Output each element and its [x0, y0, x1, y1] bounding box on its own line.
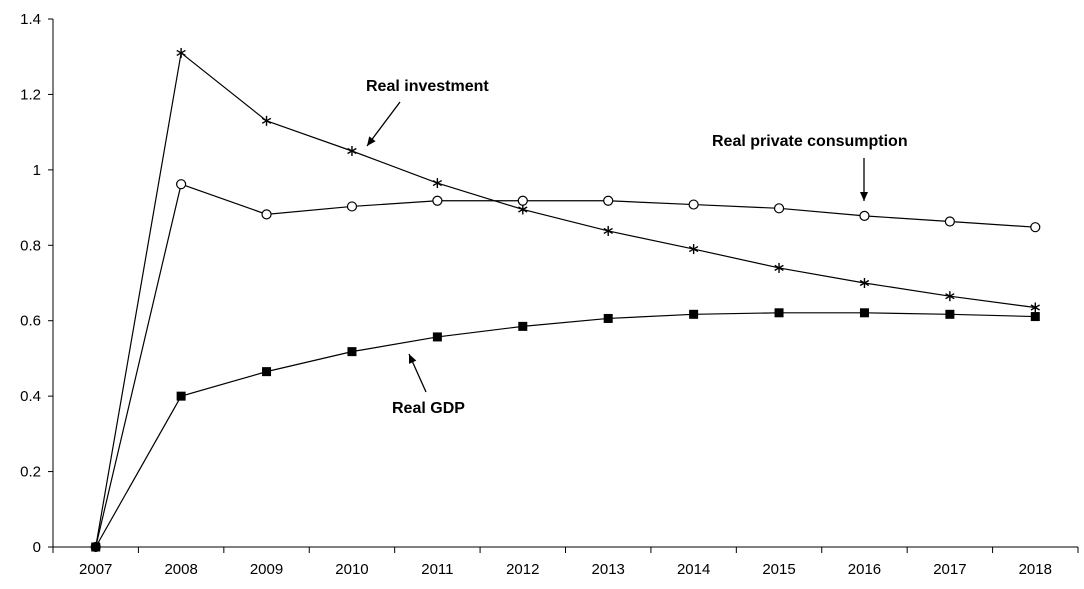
series-line	[95, 51, 1036, 548]
data-point-square	[518, 321, 528, 331]
x-tick-label: 2008	[164, 561, 197, 578]
x-tick-label: 2010	[335, 561, 368, 578]
data-point-star	[774, 262, 784, 273]
data-point-circle	[346, 201, 358, 212]
x-tick-label: 2011	[421, 561, 453, 578]
data-point-circle	[517, 195, 528, 206]
data-point-star	[347, 146, 357, 156]
data-point-square	[774, 308, 784, 318]
annotation-real-investment: Real investment	[366, 78, 489, 147]
data-point-circle	[944, 216, 955, 227]
data-point-circle	[603, 195, 614, 206]
data-point-star	[432, 178, 443, 189]
x-tick-label: 2009	[250, 561, 283, 578]
data-point-star	[176, 47, 186, 58]
y-tick-label: 0.8	[20, 237, 41, 254]
y-tick-label: 1.2	[20, 86, 41, 103]
data-point-square	[262, 367, 272, 377]
x-tick-label: 2016	[848, 561, 881, 578]
data-point-circle	[176, 179, 187, 190]
data-point-circle	[432, 195, 443, 206]
y-tick-label: 1.4	[20, 11, 41, 28]
series-line	[95, 183, 1036, 548]
annotation-label: Real private consumption	[712, 133, 908, 150]
series-real-gdp	[91, 308, 1040, 552]
data-point-square	[176, 391, 186, 401]
annotation-arrow-line	[366, 101, 401, 147]
data-point-square	[347, 347, 357, 357]
annotation-label: Real GDP	[392, 400, 465, 417]
data-point-circle	[1030, 222, 1041, 233]
y-tick-label: 1	[33, 162, 41, 179]
axes	[48, 18, 1079, 553]
data-point-star	[1030, 302, 1040, 313]
data-point-square	[859, 308, 869, 318]
data-point-star	[518, 204, 528, 215]
data-point-circle	[261, 209, 272, 220]
data-point-square	[945, 309, 955, 319]
x-tick-label: 2013	[592, 561, 625, 578]
x-tick-label: 2017	[933, 561, 966, 578]
data-point-circle	[773, 203, 785, 214]
x-tick-label: 2018	[1019, 561, 1052, 578]
x-tick-label: 2015	[762, 561, 795, 578]
annotation-arrow-head	[367, 136, 376, 146]
series-real-investment	[91, 47, 1040, 552]
data-point-square	[603, 313, 613, 323]
annotation-real-gdp: Real GDP	[392, 353, 465, 417]
data-point-star	[945, 291, 955, 302]
y-tick-label: 0.6	[20, 313, 41, 330]
data-point-star	[603, 225, 613, 236]
series-line	[95, 312, 1036, 548]
annotation-label: Real investment	[366, 78, 489, 95]
annotation-arrow-head	[860, 192, 868, 201]
series-real-private-consumption	[90, 179, 1041, 553]
data-point-circle	[859, 210, 870, 221]
annotations-layer: Real investment Real private consumption R…	[366, 78, 908, 417]
series-layer	[90, 47, 1041, 553]
data-point-square	[91, 542, 101, 552]
x-tick-label: 2007	[79, 561, 112, 578]
data-point-circle	[688, 199, 699, 210]
data-point-star	[859, 278, 870, 288]
tick-labels: 0 0.2 0.4 0.6 0.8 1 1.2 1.4 2007 2008 2009 2010 2011…	[20, 11, 1052, 578]
x-tick-label: 2014	[677, 561, 710, 578]
data-point-star	[261, 115, 272, 126]
x-tick-label: 2012	[506, 561, 539, 578]
y-tick-label: 0	[33, 539, 41, 556]
data-point-square	[689, 309, 699, 319]
y-tick-label: 0.4	[20, 388, 41, 405]
data-point-square	[1030, 312, 1040, 322]
annotation-arrow-head	[409, 354, 417, 364]
data-point-square	[432, 332, 442, 342]
y-tick-label: 0.2	[20, 464, 41, 481]
data-point-star	[688, 244, 699, 255]
annotation-real-private-consumption: Real private consumption	[712, 133, 908, 201]
